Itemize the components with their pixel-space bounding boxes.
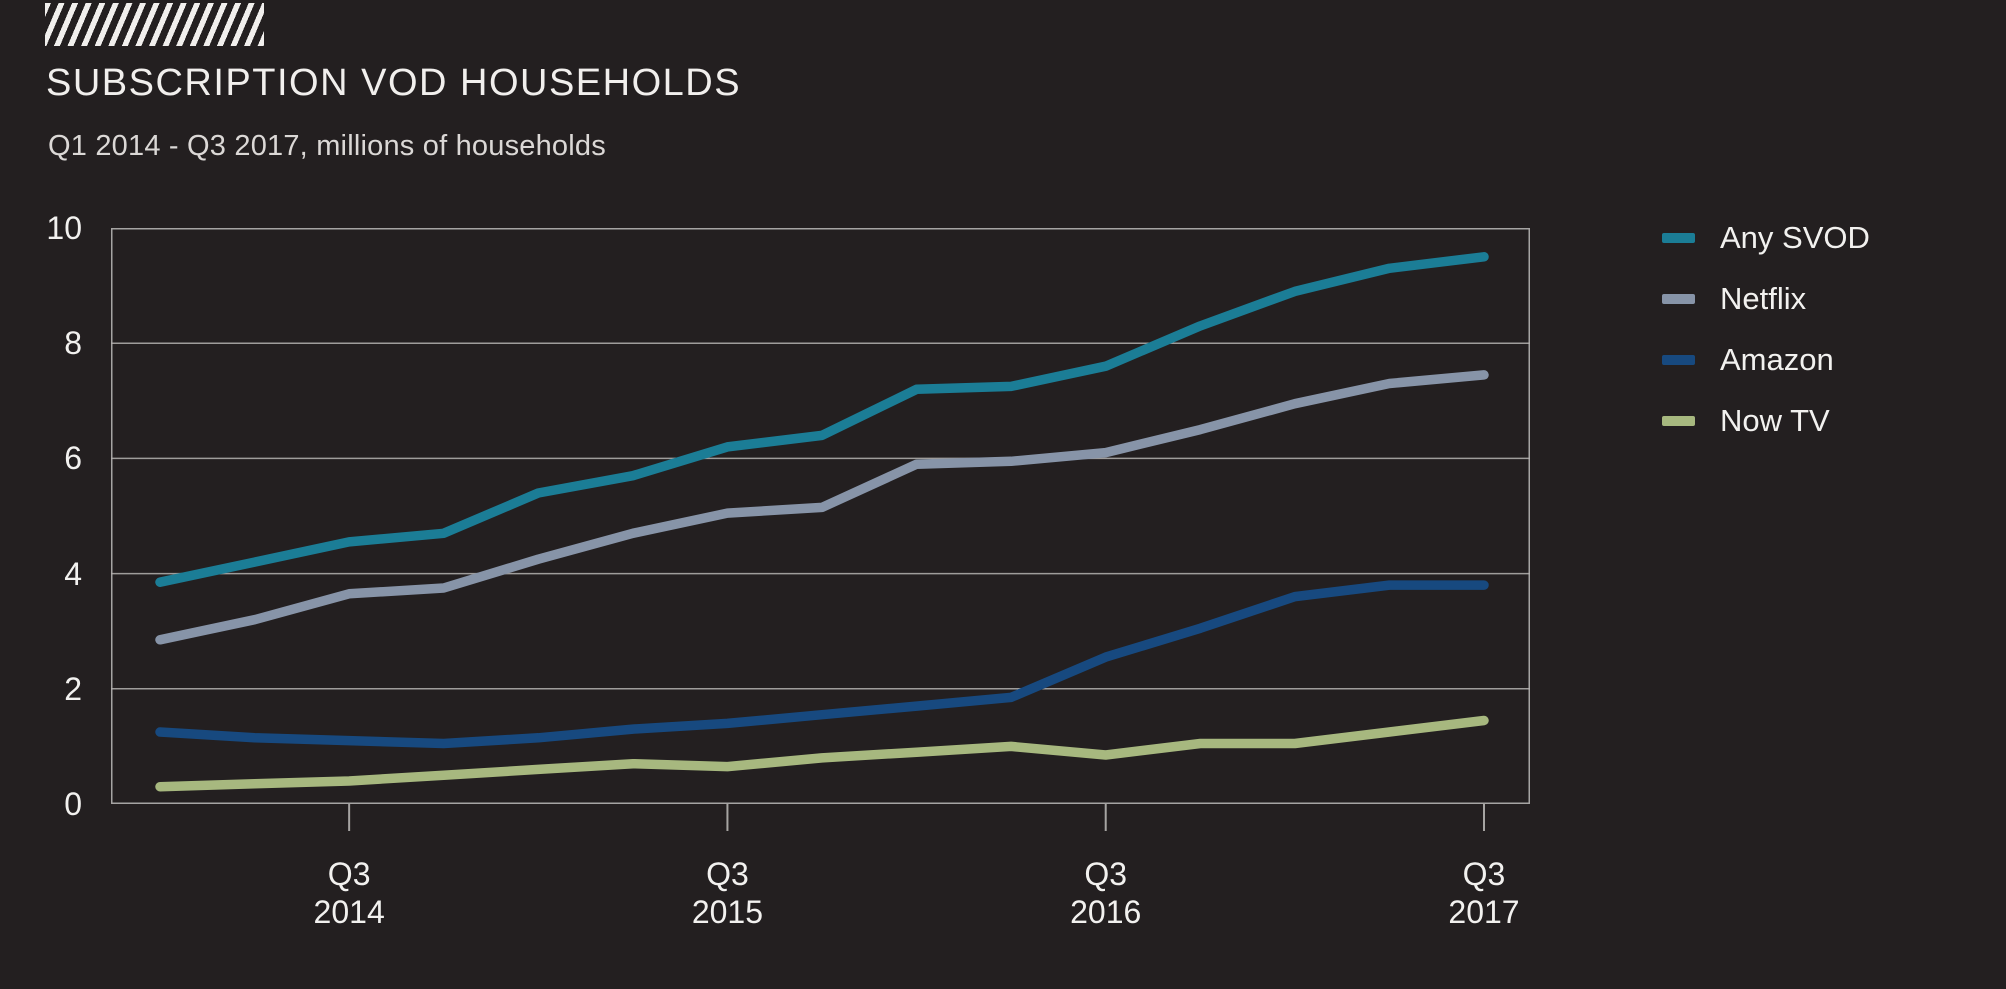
line-chart [111, 228, 1530, 831]
y-axis-tick-label: 10 [46, 210, 82, 246]
hatched-stripes-logo [45, 3, 264, 46]
series-line-netflix [155, 370, 1489, 645]
x-axis-tick-label: Q3 2014 [313, 856, 385, 930]
amazon-swatch-icon [1662, 355, 1695, 365]
x-axis-tick-label: Q3 2015 [691, 856, 764, 930]
plot-border [111, 228, 1530, 804]
legend-item-any-svod: Any SVOD [1662, 217, 1870, 259]
y-axis-tick-label: 8 [64, 325, 82, 361]
page-subtitle: Q1 2014 - Q3 2017, millions of household… [48, 130, 606, 162]
y-axis-tick-label: 6 [64, 440, 82, 476]
chart-legend: Any SVOD Netflix Amazon Now TV [1662, 217, 1870, 461]
x-axis-tick-label: Q3 2017 [1448, 856, 1520, 930]
page-title: SUBSCRIPTION VOD HOUSEHOLDS [46, 62, 742, 104]
legend-item-now-tv: Now TV [1662, 400, 1870, 442]
any-svod-swatch-icon [1662, 233, 1695, 243]
chart-canvas [111, 228, 1530, 831]
series-line-now-tv [155, 715, 1489, 792]
now-tv-swatch-icon [1662, 416, 1695, 426]
legend-label: Netflix [1720, 281, 1807, 316]
legend-label: Any SVOD [1720, 220, 1870, 255]
legend-label: Amazon [1720, 342, 1834, 377]
netflix-swatch-icon [1662, 294, 1695, 304]
x-axis-tick-label: Q3 2016 [1070, 856, 1142, 930]
legend-item-amazon: Amazon [1662, 339, 1870, 381]
y-axis-tick-label: 4 [64, 556, 82, 592]
series-line-any-svod [155, 252, 1489, 587]
legend-item-netflix: Netflix [1662, 278, 1870, 320]
y-axis-tick-label: 0 [64, 786, 82, 822]
y-axis-tick-label: 2 [64, 671, 82, 707]
legend-label: Now TV [1720, 403, 1830, 438]
series-line-amazon [155, 580, 1489, 749]
